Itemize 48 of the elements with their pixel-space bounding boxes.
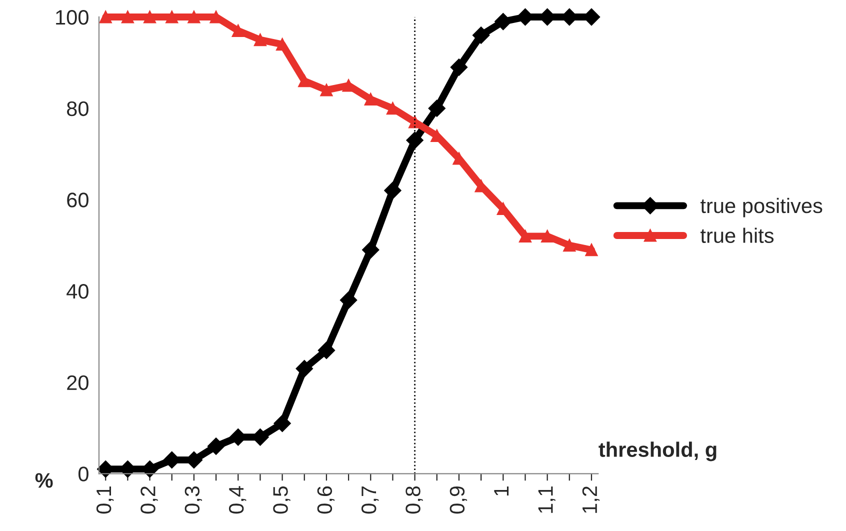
y-tick-label: 100	[56, 10, 88, 25]
point	[563, 239, 576, 252]
point	[320, 84, 333, 96]
x-tick-label: 0,5	[273, 486, 290, 514]
y-axis-title: %	[35, 473, 53, 488]
point	[298, 74, 311, 88]
point	[340, 292, 358, 309]
point	[318, 342, 336, 359]
y-tick-label: 0	[78, 466, 88, 482]
point	[144, 10, 156, 24]
x-tick-label: 1	[494, 486, 509, 496]
point	[362, 241, 380, 258]
point	[541, 230, 554, 242]
y-tick-label: 20	[67, 375, 88, 390]
point	[364, 92, 377, 106]
point	[99, 10, 112, 24]
point	[166, 10, 178, 24]
point	[494, 13, 512, 30]
x-tick-label: 0,4	[228, 486, 246, 514]
x-tick-label: 0,7	[361, 486, 379, 514]
point	[384, 182, 402, 200]
legend-label: true hits	[700, 228, 774, 243]
point	[232, 24, 244, 37]
point	[472, 26, 490, 44]
y-tick-label: 40	[66, 284, 88, 299]
x-axis-title: threshold, g	[598, 442, 716, 462]
y-tick-label: 60	[67, 192, 88, 208]
point	[207, 438, 225, 455]
x-tick-label: 1,1	[538, 486, 556, 513]
legend-label: true positives	[700, 198, 822, 218]
point	[428, 100, 446, 117]
y-tick-label: 80	[66, 101, 88, 116]
point	[274, 414, 291, 432]
point	[254, 34, 266, 46]
x-tick-label: 0,8	[406, 486, 423, 514]
point	[585, 244, 598, 256]
x-tick-label: 1,2	[582, 486, 600, 513]
x-tick-label: 0,9	[450, 486, 468, 514]
point	[121, 10, 134, 24]
x-tick-label: 0,2	[140, 486, 158, 514]
point	[406, 132, 424, 149]
point	[188, 10, 200, 24]
point	[450, 58, 468, 76]
x-tick-label: 0,6	[317, 486, 335, 514]
x-tick-label: 0,1	[96, 486, 114, 514]
x-tick-label: 0,3	[184, 486, 202, 514]
point	[518, 230, 532, 242]
point	[296, 360, 313, 378]
